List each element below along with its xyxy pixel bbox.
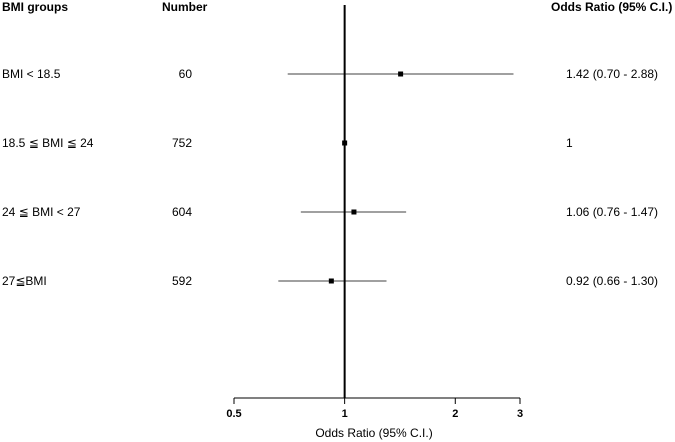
row-group-label: 24 ≦ BMI < 27 [2,205,81,219]
point-estimate [328,278,334,284]
row-number: 752 [171,136,192,150]
header-number: Number [162,0,208,14]
point-estimate [398,71,404,77]
row-group-label: 27≦BMI [2,274,47,288]
x-axis-ticks: 0.5 1 2 3 [226,398,523,420]
row-group-label: 18.5 ≦ BMI ≦ 24 [2,136,94,150]
row-number: 604 [171,205,192,219]
row-group-label: BMI < 18.5 [2,67,61,81]
x-tick-label: 0.5 [226,408,241,420]
row-odds-ratio: 1 [566,136,573,150]
x-axis-label: Odds Ratio (95% C.I.) [315,426,432,440]
row-odds-ratio: 1.42 (0.70 - 2.88) [566,67,659,81]
point-estimate [351,209,357,215]
row-number: 60 [178,67,192,81]
row-odds-ratio: 1.06 (0.76 - 1.47) [566,205,659,219]
header-odds-ratio: Odds Ratio (95% C.I.) [551,0,673,14]
x-tick-label: 3 [517,408,523,420]
row-odds-ratio: 0.92 (0.66 - 1.30) [566,274,659,288]
header-bmi-groups: BMI groups [2,0,68,14]
forest-marks [278,71,514,284]
x-tick-label: 2 [452,408,458,420]
x-tick-label: 1 [342,408,348,420]
row-number: 592 [171,274,192,288]
